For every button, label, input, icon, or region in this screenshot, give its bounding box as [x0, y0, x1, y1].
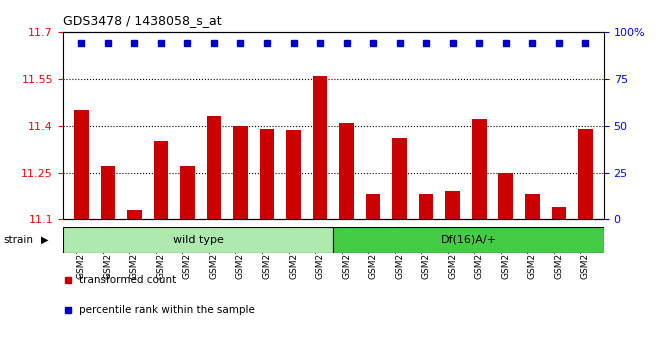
Bar: [552, 207, 566, 219]
Text: strain: strain: [3, 235, 33, 245]
Bar: [366, 194, 380, 219]
Bar: [498, 172, 513, 219]
Bar: [180, 166, 195, 219]
Bar: [127, 210, 142, 219]
Text: ▶: ▶: [41, 235, 48, 245]
Text: Df(16)A/+: Df(16)A/+: [441, 235, 496, 245]
Bar: [154, 141, 168, 219]
Bar: [525, 194, 540, 219]
Bar: [233, 126, 248, 219]
Bar: [207, 116, 221, 219]
Text: GDS3478 / 1438058_s_at: GDS3478 / 1438058_s_at: [63, 14, 221, 27]
Bar: [578, 129, 593, 219]
Bar: [392, 138, 407, 219]
Bar: [259, 129, 275, 219]
Bar: [100, 166, 115, 219]
Bar: [446, 192, 460, 219]
Bar: [339, 122, 354, 219]
Bar: [74, 110, 88, 219]
Bar: [286, 130, 301, 219]
Bar: [63, 227, 333, 253]
Bar: [419, 194, 434, 219]
Text: transformed count: transformed count: [79, 275, 176, 285]
Text: percentile rank within the sample: percentile rank within the sample: [79, 305, 255, 315]
Bar: [313, 76, 327, 219]
Text: wild type: wild type: [172, 235, 224, 245]
Bar: [333, 227, 604, 253]
Bar: [472, 119, 486, 219]
